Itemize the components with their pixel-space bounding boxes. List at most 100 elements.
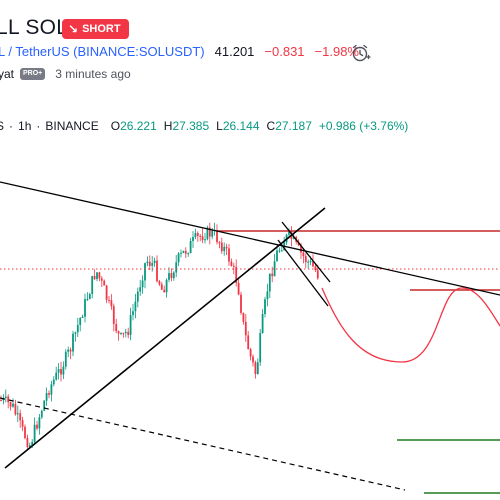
channel-line-lower — [277, 239, 329, 307]
candle-body — [26, 438, 29, 447]
candle-body — [280, 250, 283, 252]
candle-body — [208, 227, 211, 237]
candle-body — [62, 366, 65, 375]
candle-body — [230, 261, 233, 266]
legend-interval: 1h — [18, 119, 32, 133]
channel-line-upper — [281, 221, 331, 283]
candle-body — [12, 403, 14, 407]
candle-body — [122, 332, 125, 334]
candle-body — [21, 420, 24, 427]
candle-body — [79, 317, 82, 326]
symbol-link[interactable]: L / TetherUS (BINANCE:SOLUSDT) — [0, 44, 205, 59]
dashed-support-line — [0, 397, 406, 491]
candle-body — [33, 424, 36, 442]
candle-body — [84, 299, 86, 317]
candle-body — [247, 335, 250, 350]
symbol-line: L / TetherUS (BINANCE:SOLUSDT) 41.201 −0… — [0, 44, 359, 59]
candle-body — [40, 410, 43, 418]
candle-body — [146, 261, 149, 264]
candle-body — [309, 261, 312, 263]
author-line: yat PRO+ 3 minutes ago — [0, 67, 131, 81]
candle-body — [0, 400, 2, 401]
price-chart[interactable] — [0, 100, 500, 500]
candle-body — [127, 331, 130, 335]
chart-legend: S · 1h · BINANCE O 26.221 H 27.385 L 26.144… — [0, 119, 408, 133]
candle-body — [96, 272, 98, 280]
candle-body — [28, 445, 31, 447]
candle-body — [187, 253, 190, 255]
candle-body — [158, 281, 161, 285]
candle-body — [112, 306, 115, 324]
candle-body — [91, 276, 94, 295]
candle-body — [36, 424, 38, 429]
candle-body — [223, 246, 226, 252]
candle-body — [249, 349, 252, 357]
candle-body — [24, 426, 26, 439]
candle-body — [276, 250, 278, 262]
close-value: 27.187 — [275, 119, 312, 133]
candle-body — [139, 287, 142, 292]
candle-body — [163, 289, 166, 293]
candle-body — [184, 250, 187, 254]
candle-body — [256, 362, 259, 374]
candle-body — [244, 321, 247, 336]
author-name[interactable]: yat — [0, 67, 15, 81]
candle-body — [314, 266, 317, 271]
candle-body — [64, 351, 67, 367]
candle-body — [108, 299, 110, 301]
candle-body — [266, 291, 269, 300]
candle-body — [189, 241, 192, 254]
candle-body — [278, 250, 281, 252]
alarm-clock-icon[interactable] — [350, 42, 372, 64]
candle-body — [134, 301, 137, 312]
candle-body — [192, 237, 194, 242]
legend-symbol: S — [0, 119, 5, 133]
candle-body — [115, 323, 118, 332]
candle-body — [271, 273, 274, 277]
candle-body — [199, 235, 202, 237]
candle-body — [201, 236, 204, 241]
candle-body — [172, 272, 175, 279]
high-value: 27.385 — [172, 119, 210, 133]
candle-body — [43, 400, 46, 411]
candle-body — [288, 230, 290, 235]
candle-body — [76, 325, 79, 333]
candle-body — [55, 372, 58, 380]
candle-body — [156, 260, 158, 282]
candle-body — [98, 272, 101, 279]
open-value: 26.221 — [120, 119, 157, 133]
candle-body — [7, 396, 10, 403]
high-label: H — [163, 119, 173, 133]
candle-body — [144, 263, 146, 281]
candle-body — [316, 270, 319, 279]
candle-body — [86, 299, 89, 301]
candle-body — [211, 230, 214, 237]
candle-body — [136, 291, 139, 302]
candle-body — [57, 369, 60, 373]
candle-body — [148, 261, 151, 266]
ascending-trendline — [4, 207, 326, 469]
candle-body — [110, 300, 113, 307]
candle-body — [124, 331, 127, 334]
candle-body — [153, 260, 156, 264]
candle-body — [194, 233, 197, 238]
last-price: 41.201 — [214, 44, 255, 59]
candle-body — [72, 333, 74, 352]
candle-body — [31, 441, 34, 446]
candle-body — [252, 356, 254, 363]
candle-body — [48, 392, 50, 395]
candle-body — [9, 402, 12, 407]
low-label: L — [216, 119, 223, 133]
candle-body — [264, 299, 266, 315]
candle-body — [160, 284, 163, 290]
candles-layer — [0, 222, 319, 449]
candle-body — [261, 314, 264, 334]
legend-change: +0.986 (+3.76%) — [318, 119, 409, 133]
candle-body — [180, 252, 182, 254]
candle-body — [100, 278, 103, 281]
candle-body — [273, 261, 276, 277]
candle-body — [93, 276, 96, 280]
candle-body — [88, 294, 91, 300]
candle-body — [237, 282, 240, 295]
candle-body — [175, 262, 178, 273]
